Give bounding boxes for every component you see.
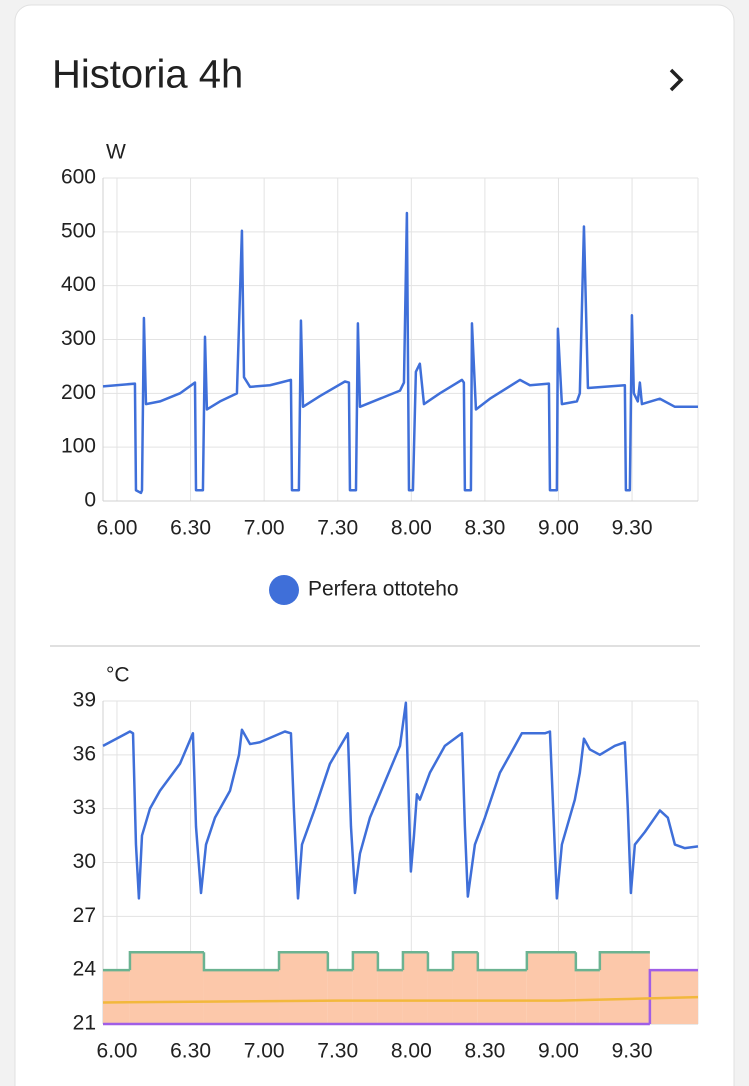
step-line (202, 952, 280, 972)
step-line (128, 950, 204, 971)
data-line (102, 701, 699, 900)
step-line (426, 952, 453, 972)
area-fill (103, 970, 130, 1024)
step-line (574, 952, 600, 972)
step-line (351, 950, 378, 971)
y-tick-label: 30 (73, 850, 96, 873)
y-tick-label: 36 (73, 742, 96, 765)
x-tick-label: 6.30 (170, 517, 211, 540)
x-tick-label: 7.00 (244, 517, 285, 540)
step-line (401, 950, 428, 971)
area-fill (352, 952, 378, 1024)
y-tick-label: 500 (61, 219, 96, 242)
data-line (102, 211, 698, 495)
legend-item[interactable]: Perfera ottoteho (269, 575, 459, 605)
area-fill (279, 952, 328, 1024)
x-tick-label: 8.00 (391, 517, 432, 540)
card (14, 4, 735, 1086)
area-fill (377, 970, 403, 1024)
y-tick-label: 300 (61, 327, 96, 350)
y-tick-label: 400 (61, 273, 96, 296)
area-fill (599, 952, 650, 1024)
x-tick-label: 7.30 (317, 1040, 358, 1063)
y-tick-label: 33 (73, 796, 96, 819)
y-tick-label: 39 (73, 689, 96, 712)
y-tick-label: 100 (61, 435, 96, 458)
step-line (376, 952, 403, 972)
data-line (102, 995, 699, 1004)
x-tick-label: 8.30 (464, 517, 505, 540)
step-line (451, 950, 478, 971)
area-fill (526, 952, 576, 1024)
area-fill (477, 970, 527, 1024)
x-tick-label: 7.00 (244, 1040, 285, 1063)
x-tick-label: 6.00 (97, 517, 138, 540)
y-tick-label: 200 (61, 381, 96, 404)
step-line (648, 968, 698, 1024)
x-tick-label: 8.30 (464, 1040, 505, 1063)
x-tick-label: 6.30 (170, 1040, 211, 1063)
step-line (326, 952, 353, 972)
y-tick-label: 600 (61, 166, 96, 189)
area-fill (575, 970, 600, 1024)
legend-swatch (269, 575, 299, 605)
area-fill (327, 970, 353, 1024)
card-title: Historia 4h (52, 53, 243, 97)
x-tick-label: 9.30 (612, 1040, 653, 1063)
area-fill (402, 952, 428, 1024)
open-chevron[interactable] (669, 68, 684, 92)
x-tick-label: 6.00 (97, 1040, 138, 1063)
y-tick-label: 27 (73, 904, 96, 927)
area-fill (427, 970, 453, 1024)
y-unit-label: W (106, 141, 126, 164)
y-tick-label: 21 (73, 1012, 96, 1035)
step-line (476, 952, 527, 972)
x-tick-label: 7.30 (317, 517, 358, 540)
y-tick-label: 0 (84, 489, 96, 512)
area-fill (129, 952, 204, 1024)
step-line (598, 950, 650, 971)
y-tick-label: 24 (73, 958, 97, 981)
y-unit-label: °C (106, 664, 130, 687)
x-tick-label: 9.00 (538, 517, 579, 540)
step-line (525, 950, 576, 971)
legend-label: Perfera ottoteho (308, 578, 459, 601)
step-line (277, 950, 328, 971)
x-tick-label: 8.00 (391, 1040, 432, 1063)
area-fill (203, 970, 280, 1024)
area-fill (452, 952, 478, 1024)
x-tick-label: 9.00 (538, 1040, 579, 1063)
x-tick-label: 9.30 (612, 517, 653, 540)
